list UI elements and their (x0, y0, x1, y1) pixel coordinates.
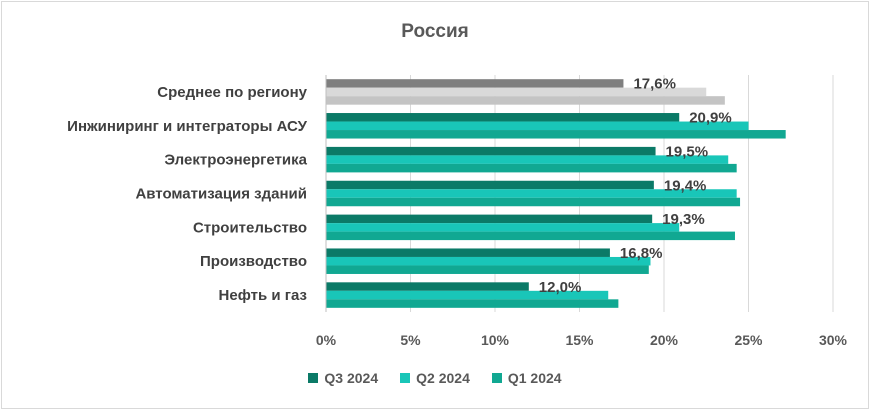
bar-manufacturing-q1 (326, 265, 649, 274)
bar-construction-q3 (326, 214, 653, 224)
x-tick-label: 20% (650, 332, 679, 348)
data-label-buildings: 19,4% (664, 177, 707, 194)
legend-item-q3: Q3 2024 (308, 370, 378, 386)
bar-oil-gas-q2 (326, 290, 609, 300)
chart-title: Россия (401, 21, 469, 42)
chart-legend: Q3 2024 Q2 2024 Q1 2024 (2, 370, 868, 386)
bar-construction-q2 (326, 223, 680, 232)
bar-avg-q2 (326, 87, 707, 97)
bar-oil-gas-q3 (326, 282, 529, 291)
bar-power-q1 (326, 163, 737, 173)
bar-oil-gas-q1 (326, 299, 619, 308)
bar-avg-q3 (326, 79, 624, 88)
legend-label-q3: Q3 2024 (324, 370, 379, 386)
bar-power-q2 (326, 155, 729, 164)
x-tick-label: 30% (819, 332, 848, 348)
bar-buildings-q3 (326, 180, 654, 190)
data-label-power: 19,5% (666, 143, 709, 160)
bar-engineering-q1 (326, 130, 786, 139)
data-label-manufacturing: 16,8% (620, 245, 663, 262)
bar-engineering-q2 (326, 121, 749, 131)
category-label-avg: Среднее по региону (157, 84, 307, 101)
legend-item-q1: Q1 2024 (491, 370, 562, 386)
x-tick-label: 5% (400, 332, 421, 348)
legend-label-q1: Q1 2024 (507, 370, 562, 386)
data-label-construction: 19,3% (662, 211, 705, 228)
bar-avg-q1 (326, 96, 725, 105)
category-label-construction: Строительство (193, 219, 307, 236)
data-label-engineering: 20,9% (689, 110, 732, 127)
legend-item-q2: Q2 2024 (400, 370, 470, 386)
category-label-buildings: Автоматизация зданий (135, 186, 307, 203)
x-tick-label: 0% (316, 332, 337, 348)
category-label-manufacturing: Производство (200, 253, 307, 270)
data-label-oil-gas: 12,0% (539, 279, 582, 296)
x-tick-label: 10% (481, 332, 510, 348)
category-label-power: Электроэнергетика (164, 152, 307, 169)
legend-label-q2: Q2 2024 (416, 370, 470, 386)
x-tick-label: 25% (734, 332, 763, 348)
bar-engineering-q3 (326, 113, 680, 122)
x-tick-label: 15% (565, 332, 594, 348)
bar-manufacturing-q2 (326, 256, 651, 266)
bar-power-q3 (326, 146, 656, 156)
legend-swatch-q1 (491, 373, 502, 383)
bar-construction-q1 (326, 231, 735, 241)
legend-swatch-q3 (308, 373, 319, 383)
category-label-oil-gas: Нефть и газ (219, 287, 307, 304)
bar-manufacturing-q3 (326, 248, 610, 257)
legend-swatch-q2 (400, 373, 411, 383)
data-label-avg: 17,6% (633, 76, 676, 93)
bar-buildings-q1 (326, 197, 741, 207)
category-label-engineering: Инжиниринг и интеграторы АСУ (67, 118, 307, 135)
bar-buildings-q2 (326, 189, 737, 198)
